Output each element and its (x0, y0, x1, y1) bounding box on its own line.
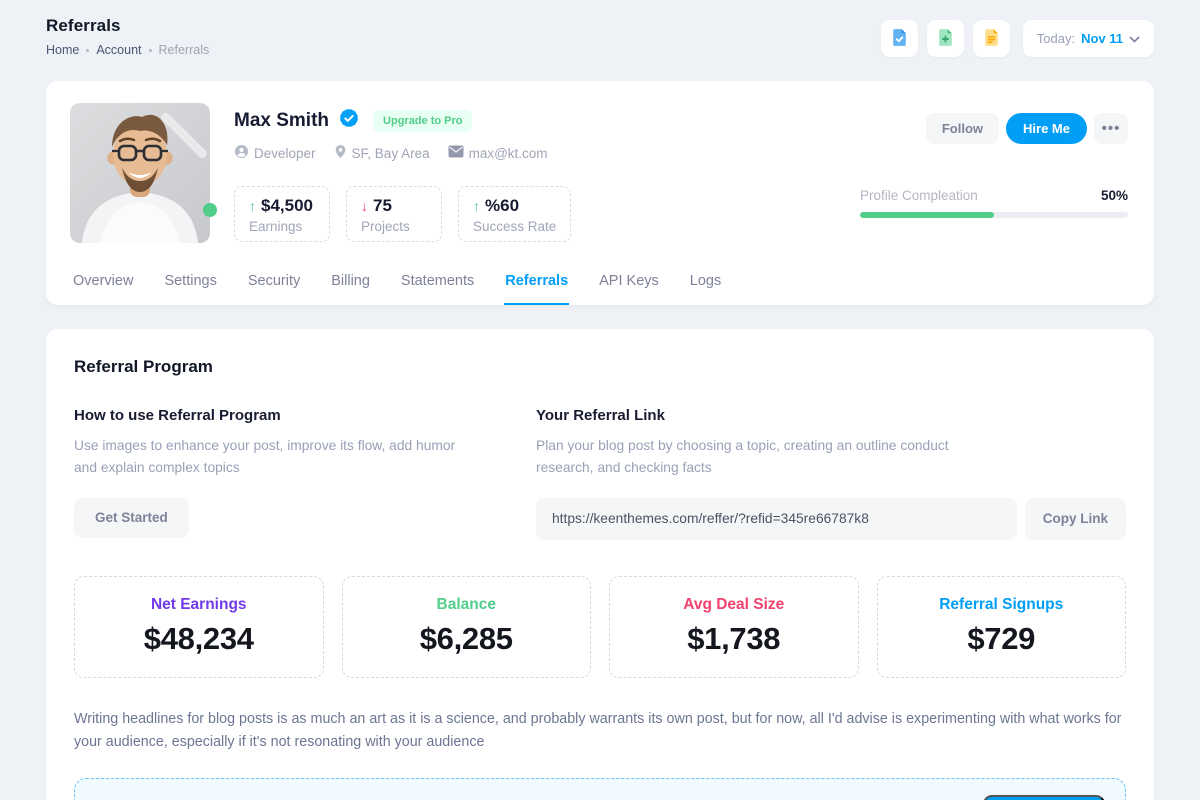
success-rate-stat: ↑ %60 Success Rate (458, 186, 572, 242)
envelope-icon (448, 145, 464, 161)
progress-bar-fill (860, 212, 994, 218)
tab-overview[interactable]: Overview (73, 273, 134, 289)
arrow-down-icon: ↓ (361, 198, 368, 214)
profile-name[interactable]: Max Smith (234, 109, 330, 131)
header-actions: Today: Nov 11 (880, 20, 1154, 57)
page-header: Referrals Home Account Referrals (46, 0, 1154, 57)
breadcrumb-separator (148, 48, 152, 52)
how-to-use-title: How to use Referral Program (74, 407, 281, 424)
tab-security[interactable]: Security (247, 273, 301, 289)
referral-link-input[interactable] (536, 497, 1017, 540)
arrow-up-icon: ↑ (473, 198, 480, 214)
chevron-down-icon (1129, 31, 1140, 46)
referral-program-card: Referral Program How to use Referral Pro… (46, 329, 1154, 800)
file-check-button[interactable] (880, 20, 918, 57)
user-icon (234, 144, 249, 162)
referral-link-title: Your Referral Link (536, 407, 665, 424)
projects-label: Projects (361, 219, 410, 234)
referral-signups-card: Referral Signups $729 (876, 575, 1126, 678)
date-filter-label: Today: (1036, 31, 1076, 46)
breadcrumb-current: Referrals (158, 43, 210, 57)
earnings-stat: ↑ $4,500 Earnings (234, 186, 330, 242)
page-heading: Referrals Home Account Referrals (46, 16, 209, 57)
net-earnings-value: $48,234 (143, 621, 254, 657)
referral-stat-cards: Net Earnings $48,234 Balance $6,285 Avg … (74, 575, 1126, 678)
breadcrumb-separator (86, 48, 90, 52)
referral-signups-label: Referral Signups (939, 596, 1064, 614)
page-title: Referrals (46, 16, 121, 35)
success-rate-value: %60 (485, 196, 520, 215)
file-lines-icon (981, 27, 1002, 51)
referral-signups-value: $729 (967, 621, 1036, 657)
get-started-button[interactable]: Get Started (74, 497, 189, 538)
breadcrumb-account[interactable]: Account (96, 43, 142, 57)
file-plus-icon (935, 27, 956, 51)
earnings-value: $4,500 (261, 196, 313, 215)
how-to-use-section: How to use Referral Program Use images t… (74, 407, 536, 540)
balance-card: Balance $6,285 (341, 575, 591, 678)
tab-referrals[interactable]: Referrals (504, 265, 570, 305)
breadcrumb-home[interactable]: Home (46, 43, 80, 57)
upgrade-to-pro-badge[interactable]: Upgrade to Pro (373, 109, 473, 132)
earnings-label: Earnings (249, 219, 303, 234)
net-earnings-label: Net Earnings (150, 596, 247, 614)
projects-value: 75 (373, 196, 392, 215)
profile-email-label: max@kt.com (468, 145, 548, 161)
profile-completion-label: Profile Compleation (860, 188, 978, 203)
success-rate-label: Success Rate (473, 219, 557, 234)
referral-link-section: Your Referral Link Plan your blog post b… (536, 407, 1126, 540)
profile-role[interactable]: Developer (234, 144, 316, 162)
file-plus-button[interactable] (926, 20, 964, 57)
profile-role-label: Developer (254, 145, 316, 161)
date-filter-value: Nov 11 (1081, 31, 1123, 46)
referral-program-title: Referral Program (74, 357, 213, 376)
profile-location-label: SF, Bay Area (351, 145, 430, 161)
map-pin-icon (334, 144, 347, 162)
date-filter-button[interactable]: Today: Nov 11 (1022, 20, 1154, 57)
how-to-use-text: Use images to enhance your post, improve… (74, 438, 456, 476)
breadcrumb: Home Account Referrals (46, 43, 209, 57)
profile-tabs: Overview Settings Security Billing State… (70, 265, 1128, 305)
tab-statements[interactable]: Statements (400, 273, 475, 289)
tab-logs[interactable]: Logs (689, 273, 722, 289)
arrow-up-icon: ↑ (249, 198, 256, 214)
verified-badge-icon (338, 107, 360, 134)
profile-info: Max Smith Upgrade to Pro Developer (210, 103, 860, 243)
avatar (70, 103, 217, 243)
profile-mini-stats: ↑ $4,500 Earnings ↓ 75 Projects (234, 186, 860, 242)
profile-location[interactable]: SF, Bay Area (334, 144, 430, 162)
progress-bar (860, 212, 1128, 218)
profile-email[interactable]: max@kt.com (448, 145, 548, 161)
follow-button[interactable]: Follow (925, 113, 1000, 144)
tab-settings[interactable]: Settings (164, 273, 217, 289)
withdraw-button[interactable] (983, 795, 1105, 800)
withdraw-banner: Withdraw Your Money to a Bank Account (74, 778, 1126, 800)
tab-billing[interactable]: Billing (331, 273, 370, 289)
ellipsis-icon: ••• (1101, 120, 1121, 137)
profile-card: Max Smith Upgrade to Pro Developer (46, 81, 1154, 305)
profile-completion: Profile Compleation 50% (860, 188, 1128, 218)
file-lines-button[interactable] (972, 20, 1010, 57)
hire-me-button[interactable]: Hire Me (1006, 113, 1087, 144)
online-status-dot (203, 203, 217, 217)
projects-stat: ↓ 75 Projects (346, 186, 442, 242)
referral-note: Writing headlines for blog posts is as m… (74, 710, 1122, 750)
balance-label: Balance (436, 596, 496, 614)
net-earnings-card: Net Earnings $48,234 (74, 575, 324, 678)
avg-deal-size-card: Avg Deal Size $1,738 (609, 575, 859, 678)
balance-value: $6,285 (419, 621, 513, 657)
tab-api-keys[interactable]: API Keys (599, 273, 659, 289)
more-options-button[interactable]: ••• (1094, 113, 1128, 144)
copy-link-button[interactable]: Copy Link (1024, 497, 1126, 540)
profile-completion-percent: 50% (1100, 188, 1128, 203)
referral-link-text: Plan your blog post by choosing a topic,… (536, 438, 949, 476)
avg-deal-size-label: Avg Deal Size (683, 596, 785, 614)
avg-deal-size-value: $1,738 (687, 621, 781, 657)
file-check-icon (889, 27, 910, 51)
